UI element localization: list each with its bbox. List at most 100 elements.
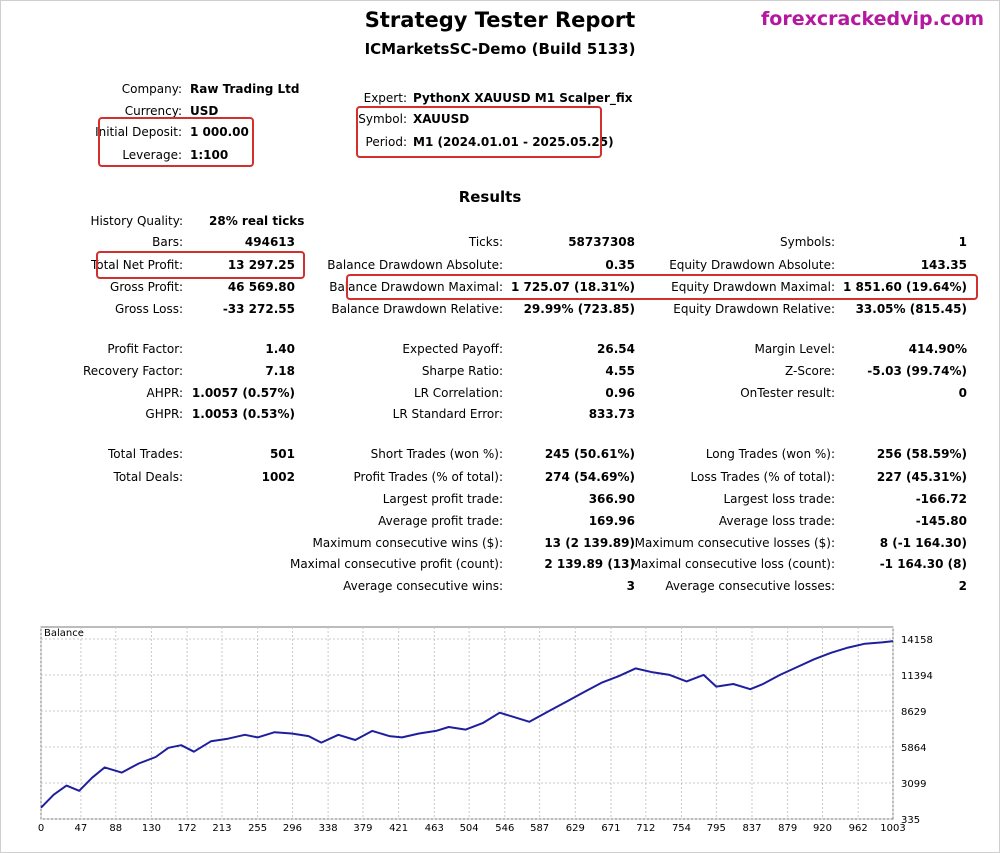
largest-profit-label: Largest profit trade:	[382, 492, 503, 506]
avg-loss-label: Average loss trade:	[718, 514, 835, 528]
max-consec-wins-value: 13 (2 139.89)	[544, 536, 635, 550]
y-tick-label: 5864	[901, 743, 926, 754]
x-tick-label: 47	[75, 823, 88, 834]
symbols-value: 1	[958, 235, 967, 249]
maximal-consec-profit-label: Maximal consecutive profit (count):	[289, 557, 503, 571]
ahpr-label: AHPR:	[146, 386, 183, 400]
expert-label: Expert:	[363, 91, 407, 105]
symbol-period-highlight-box	[356, 106, 602, 158]
x-tick-label: 962	[849, 823, 868, 834]
expected-payoff-label: Expected Payoff:	[402, 342, 503, 356]
x-tick-label: 88	[109, 823, 122, 834]
x-tick-label: 504	[460, 823, 479, 834]
balance-dd-abs-label: Balance Drawdown Absolute:	[327, 258, 503, 272]
symbol-label: Symbol:	[358, 112, 407, 126]
avg-consec-wins-value: 3	[626, 579, 635, 593]
balance-chart: 0 47 88 130 172 213 255 296 338 379 421 463 504 546 58…	[38, 624, 976, 836]
net-profit-highlight-box	[96, 251, 305, 279]
equity-dd-max-value: 1 851.60 (19.64%)	[843, 280, 967, 294]
ontester-result-value: 0	[958, 386, 967, 400]
maximal-consec-loss-value: -1 164.30 (8)	[879, 557, 967, 571]
x-tick-label: 338	[319, 823, 338, 834]
currency-label: Currency:	[124, 104, 182, 118]
equity-dd-abs-value: 143.35	[920, 258, 967, 272]
balance-line	[40, 640, 894, 809]
x-tick-label: 421	[389, 823, 408, 834]
gross-profit-label: Gross Profit:	[110, 280, 183, 294]
drawdown-highlight-box	[346, 274, 978, 300]
total-trades-value: 501	[269, 447, 295, 461]
x-tick-label: 0	[38, 823, 44, 834]
balance-dd-max-value: 1 725.07 (18.31%)	[511, 280, 635, 294]
loss-trades-value: 227 (45.31%)	[876, 470, 967, 484]
max-consec-losses-value: 8 (-1 164.30)	[879, 536, 967, 550]
company-label: Company:	[121, 82, 182, 96]
lr-correlation-label: LR Correlation:	[413, 386, 503, 400]
z-score-value: -5.03 (99.74%)	[867, 364, 967, 378]
avg-profit-value: 169.96	[588, 514, 635, 528]
profit-trades-value: 274 (54.69%)	[544, 470, 635, 484]
y-tick-label: 8629	[901, 707, 926, 718]
y-tick-label: 335	[901, 815, 920, 826]
x-tick-label: 255	[248, 823, 267, 834]
short-trades-label: Short Trades (won %):	[370, 447, 503, 461]
sharpe-ratio-value: 4.55	[605, 364, 635, 378]
x-tick-label: 712	[636, 823, 655, 834]
total-deals-label: Total Deals:	[113, 470, 183, 484]
profit-factor-value: 1.40	[265, 342, 295, 356]
loss-trades-label: Loss Trades (% of total):	[690, 470, 836, 484]
margin-level-value: 414.90%	[908, 342, 967, 356]
balance-dd-abs-value: 0.35	[605, 258, 635, 272]
profit-trades-label: Profit Trades (% of total):	[353, 470, 503, 484]
report-title: Strategy Tester Report	[364, 8, 636, 32]
ticks-label: Ticks:	[468, 235, 503, 249]
x-tick-label: 920	[813, 823, 832, 834]
x-tick-label: 671	[601, 823, 620, 834]
y-tick-label: 11394	[901, 671, 933, 682]
balance-dd-rel-value: 29.99% (723.85)	[523, 302, 635, 316]
y-tick-label: 3099	[901, 779, 926, 790]
x-tick-label: 546	[495, 823, 514, 834]
chart-title: Balance	[44, 628, 84, 639]
initial-deposit-value: 1 000.00	[190, 125, 249, 139]
ghpr-label: GHPR:	[145, 407, 183, 421]
margin-level-label: Margin Level:	[754, 342, 835, 356]
x-tick-label: 379	[353, 823, 372, 834]
x-tick-label: 587	[530, 823, 549, 834]
x-tick-label: 837	[742, 823, 761, 834]
max-consec-losses-label: Maximum consecutive losses ($):	[634, 536, 835, 550]
lr-std-error-label: LR Standard Error:	[392, 407, 503, 421]
maximal-consec-profit-value: 2 139.89 (13)	[544, 557, 635, 571]
avg-profit-label: Average profit trade:	[378, 514, 503, 528]
long-trades-value: 256 (58.59%)	[876, 447, 967, 461]
long-trades-label: Long Trades (won %):	[705, 447, 835, 461]
equity-dd-rel-label: Equity Drawdown Relative:	[673, 302, 835, 316]
period-label: Period:	[365, 135, 407, 149]
deposit-highlight-box	[98, 117, 254, 167]
currency-value: USD	[190, 104, 219, 118]
leverage-label: Leverage:	[122, 148, 182, 162]
history-quality-value: 28% real ticks	[209, 214, 305, 228]
period-value: M1 (2024.01.01 - 2025.05.25)	[413, 135, 614, 149]
total-net-profit-label: Total Net Profit:	[90, 258, 183, 272]
equity-dd-abs-label: Equity Drawdown Absolute:	[669, 258, 835, 272]
avg-consec-wins-label: Average consecutive wins:	[343, 579, 503, 593]
x-tick-label: 463	[425, 823, 444, 834]
profit-factor-label: Profit Factor:	[107, 342, 183, 356]
x-tick-label: 879	[778, 823, 797, 834]
x-tick-label: 213	[212, 823, 231, 834]
largest-profit-value: 366.90	[588, 492, 635, 506]
x-tick-label: 172	[178, 823, 197, 834]
x-tick-label: 1003	[880, 823, 905, 834]
short-trades-value: 245 (50.61%)	[544, 447, 635, 461]
largest-loss-value: -166.72	[915, 492, 967, 506]
sharpe-ratio-label: Sharpe Ratio:	[421, 364, 503, 378]
x-tick-label: 754	[672, 823, 691, 834]
x-tick-label: 296	[283, 823, 302, 834]
ghpr-value: 1.0053 (0.53%)	[191, 407, 295, 421]
expert-value: PythonX XAUUSD M1 Scalper_fix	[413, 91, 633, 105]
watermark-text: forexcrackedvip.com	[761, 8, 984, 30]
equity-dd-rel-value: 33.05% (815.45)	[855, 302, 967, 316]
equity-dd-max-label: Equity Drawdown Maximal:	[671, 280, 835, 294]
x-tick-label: 629	[566, 823, 585, 834]
